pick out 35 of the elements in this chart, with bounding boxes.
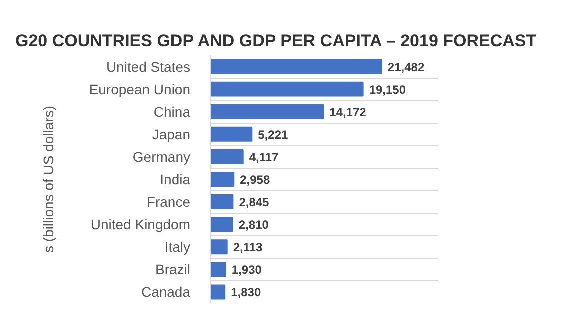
data-label: 1,930 (232, 263, 262, 278)
data-label: 19,150 (369, 82, 406, 97)
data-label: 5,221 (258, 128, 289, 142)
data-label: 1,830 (231, 286, 262, 300)
y-tick-label: Italy (164, 239, 191, 256)
data-label: 2,958 (240, 173, 270, 187)
bar (210, 217, 234, 232)
data-label: 2,810 (238, 218, 270, 232)
y-tick-label: Brazil (155, 262, 191, 278)
y-tick-label: Japan (152, 126, 191, 142)
bar (210, 149, 244, 164)
y-tick-label: United States (106, 58, 191, 75)
bar (210, 59, 382, 74)
data-label: 21,482 (388, 60, 425, 74)
data-label: 14,172 (330, 105, 367, 120)
bar (210, 194, 234, 210)
chart-title: G20 COUNTRIES GDP AND GDP PER CAPITA – 2019 FORECAST (16, 32, 538, 50)
data-label: 4,117 (249, 150, 280, 164)
bar (210, 284, 226, 300)
y-tick-label: Canada (141, 284, 191, 300)
bar (210, 240, 228, 255)
y-tick-label: European Union (89, 81, 190, 98)
y-tick-label: United Kingdom (90, 216, 191, 233)
bar (210, 262, 226, 278)
data-label: 2,113 (233, 240, 264, 255)
bar (210, 104, 324, 120)
y-tick-label: India (160, 172, 191, 188)
data-label: 2,845 (239, 196, 270, 210)
bar (210, 82, 364, 97)
bar (210, 172, 235, 187)
y-tick-label: China (154, 104, 191, 120)
bar (210, 126, 253, 142)
y-tick-label: France (146, 194, 191, 210)
y-axis-title: s (billions of US dollars) (40, 106, 56, 254)
y-tick-label: Germany (132, 148, 191, 165)
